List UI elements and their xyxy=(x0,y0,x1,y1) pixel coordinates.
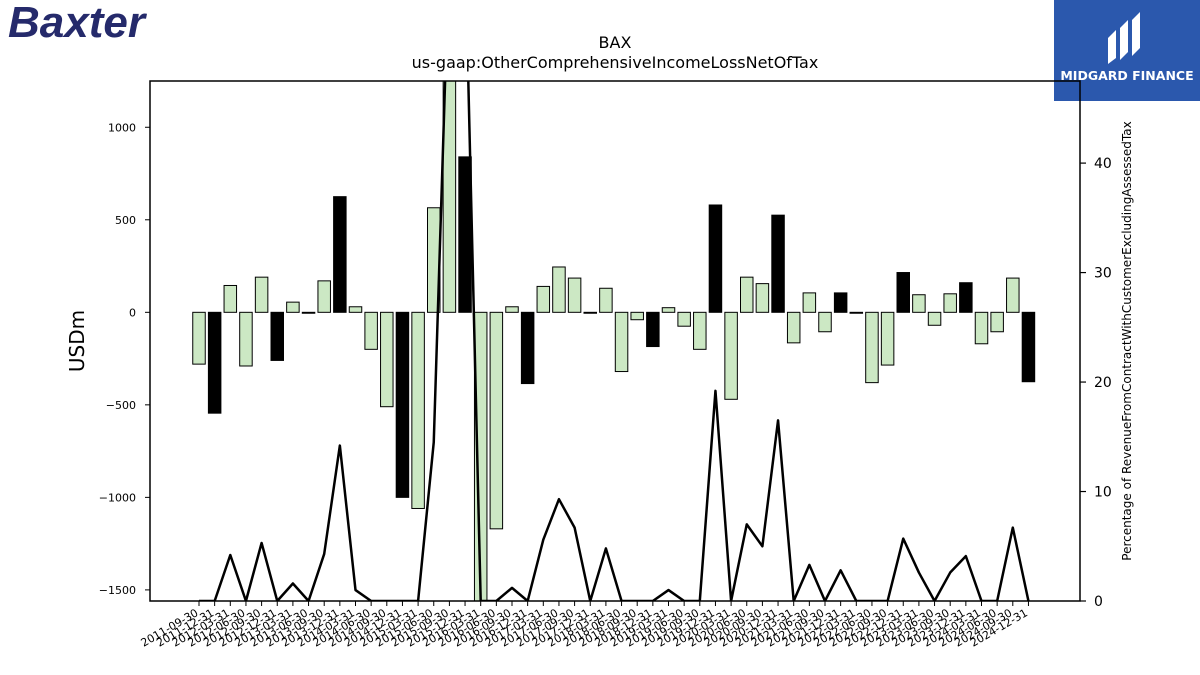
right-tick-label: 30 xyxy=(1094,266,1112,282)
bar-2017-03-31 xyxy=(536,285,551,313)
bar-2020-06-30 xyxy=(740,276,754,313)
bar-2021-09-30 xyxy=(818,311,832,333)
bar-2017-06-30 xyxy=(552,266,566,313)
y-axis-label: USDm xyxy=(65,310,89,372)
bar-2022-09-30 xyxy=(880,311,895,366)
bar-2018-12-31 xyxy=(646,311,660,348)
bar-2021-03-31 xyxy=(786,311,801,344)
left-tick-label: −500 xyxy=(106,399,136,412)
left-axis-ticks: −1500 −1000 −500 0 500 1000 xyxy=(99,121,150,597)
left-tick-label: 0 xyxy=(129,306,136,319)
baxter-logo: Baxter xyxy=(8,0,145,47)
line-series-group xyxy=(199,81,1030,601)
bar-2018-06-30 xyxy=(614,311,629,373)
bar-2021-06-30 xyxy=(802,292,817,313)
bar-2018-09-30 xyxy=(630,311,644,321)
bar-series xyxy=(192,81,1036,601)
bar-2012-03-31 xyxy=(223,284,238,313)
publisher-name: MIDGARD FINANCE xyxy=(1060,68,1194,83)
right-tick-label: 10 xyxy=(1094,485,1112,501)
revenue-percentage-line xyxy=(199,81,1030,601)
bar-2019-06-30 xyxy=(677,311,691,327)
bar-2013-06-30 xyxy=(301,311,316,314)
right-tick-label: 40 xyxy=(1094,156,1112,172)
bar-2023-06-30 xyxy=(927,311,942,326)
bar-2016-03-31 xyxy=(473,311,488,601)
left-tick-label: −1000 xyxy=(99,491,136,504)
chart-title: BAX xyxy=(599,33,632,52)
bar-2014-12-31 xyxy=(395,311,410,498)
midgard-finance-emblem-icon xyxy=(1108,12,1140,64)
bar-2022-12-31 xyxy=(896,272,910,313)
x-axis-ticks: 2011-09-302011-12-312012-03-312012-06-30… xyxy=(139,601,1030,650)
bar-2020-09-30 xyxy=(755,283,770,313)
bar-2016-12-31 xyxy=(520,311,535,385)
midgard-finance-logo: MIDGARD FINANCE xyxy=(1054,0,1200,101)
bar-2020-12-31 xyxy=(771,214,785,313)
bar-2024-06-30 xyxy=(990,311,1004,333)
bar-2024-12-31 xyxy=(1021,311,1036,383)
bar-2011-12-31 xyxy=(207,311,222,414)
bar-2016-06-30 xyxy=(489,311,504,530)
bar-2022-06-30 xyxy=(865,311,879,384)
bar-2024-03-31 xyxy=(974,311,989,345)
bar-2023-12-31 xyxy=(959,282,973,313)
right-tick-label: 20 xyxy=(1094,375,1112,391)
bar-2019-12-31 xyxy=(708,204,723,313)
bar-2021-12-31 xyxy=(833,292,848,313)
bar-2013-09-30 xyxy=(317,280,331,313)
bar-2014-09-30 xyxy=(380,311,394,408)
plot-frame xyxy=(149,80,1081,602)
bar-2012-12-31 xyxy=(270,311,284,361)
y2-axis-label: Percentage of RevenueFromContractWithCus… xyxy=(1120,121,1134,560)
bar-2020-03-31 xyxy=(724,311,738,400)
right-tick-label: 0 xyxy=(1094,594,1103,610)
bar-2013-12-31 xyxy=(333,196,347,313)
bar-2013-03-31 xyxy=(286,301,300,313)
bar-2018-03-31 xyxy=(599,287,613,313)
bar-2017-09-30 xyxy=(567,277,582,313)
bar-2016-09-30 xyxy=(505,306,519,313)
left-tick-label: 1000 xyxy=(108,121,136,134)
bar-2022-03-31 xyxy=(849,311,864,314)
bar-2012-06-30 xyxy=(239,311,253,367)
bar-2019-03-31 xyxy=(661,307,676,313)
bar-2015-03-31 xyxy=(411,311,425,509)
bar-2014-06-30 xyxy=(364,311,378,350)
bar-2019-09-30 xyxy=(693,311,707,350)
right-axis-ticks: 0 10 20 30 40 xyxy=(1080,156,1112,610)
bar-2017-12-31 xyxy=(583,311,597,314)
left-tick-label: −1500 xyxy=(99,584,136,597)
bar-2012-09-30 xyxy=(254,276,269,313)
chart-subtitle: us-gaap:OtherComprehensiveIncomeLossNetO… xyxy=(412,53,819,72)
bar-2023-09-30 xyxy=(943,293,957,313)
bar-2011-09-30 xyxy=(192,311,206,365)
bar-2014-03-31 xyxy=(348,306,363,313)
bar-2023-03-31 xyxy=(912,294,926,313)
left-tick-label: 500 xyxy=(115,214,136,227)
bar-2024-09-30 xyxy=(1006,277,1020,313)
